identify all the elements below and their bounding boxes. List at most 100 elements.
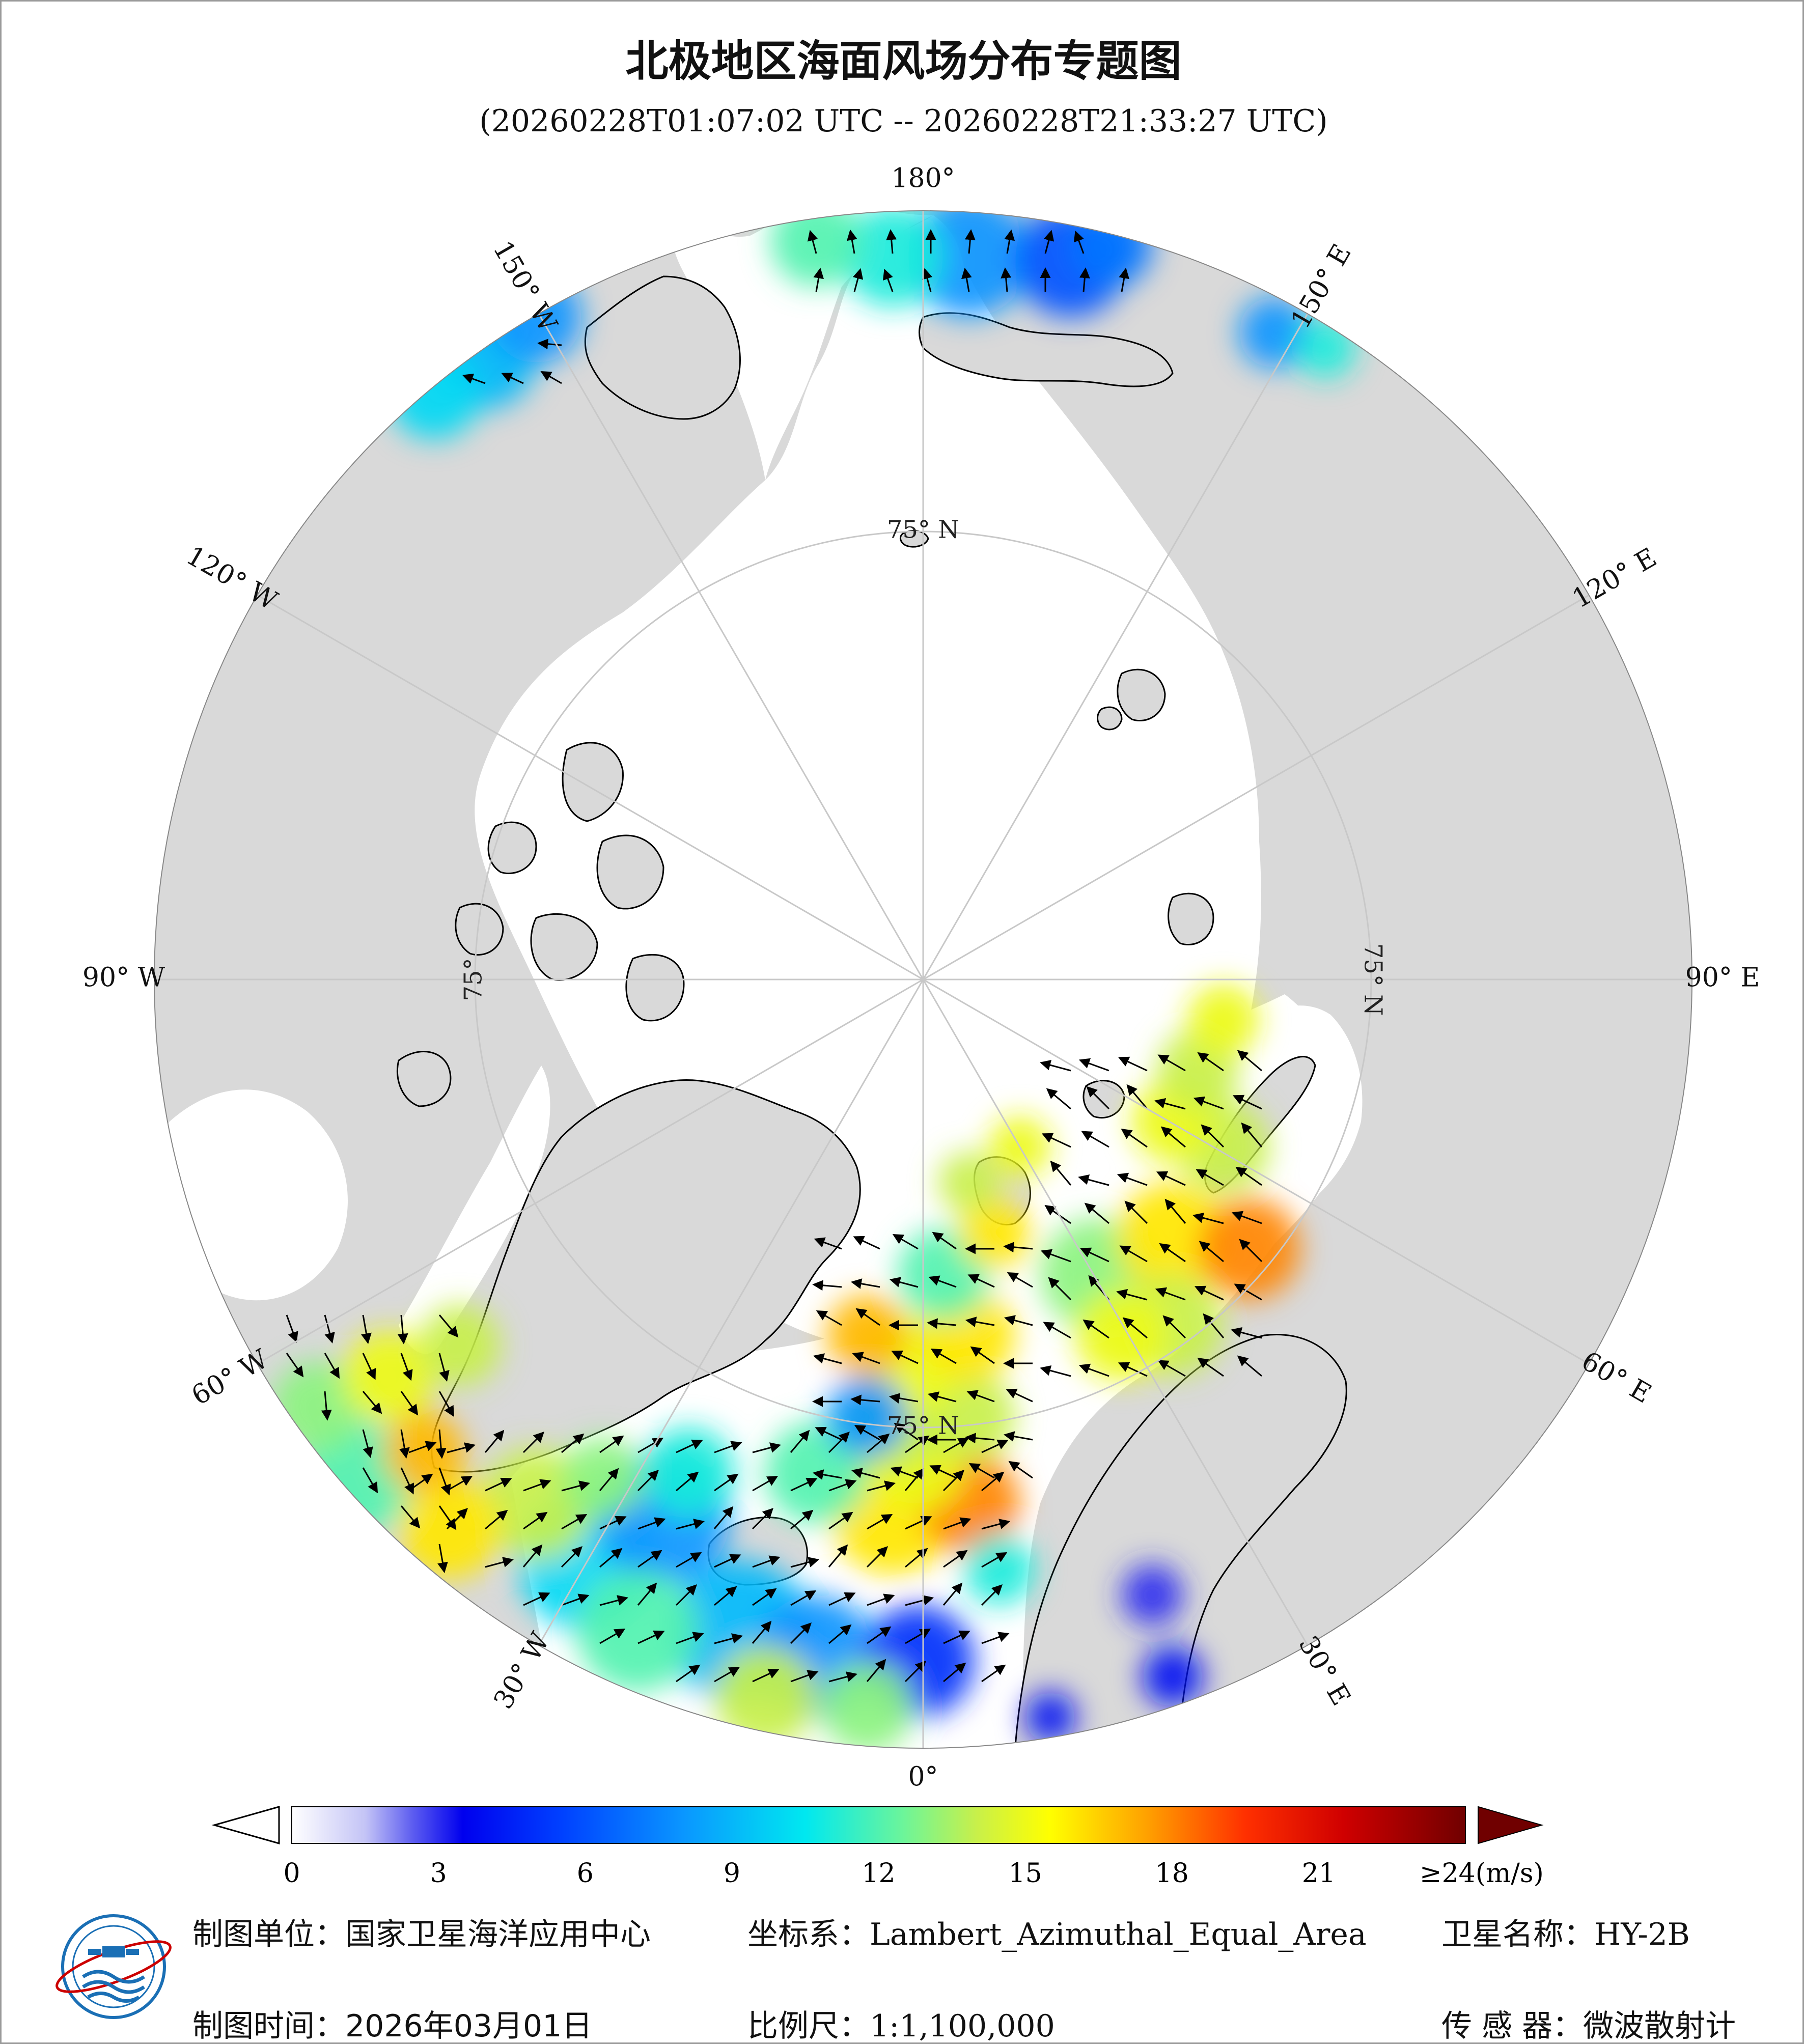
wind-arrow — [1081, 1131, 1109, 1148]
wind-arrow — [537, 339, 562, 350]
wind-arrow — [438, 1467, 451, 1496]
wind-arrow — [637, 1437, 664, 1453]
wind-arrow — [1154, 1098, 1186, 1110]
wind-arrow — [1078, 1058, 1109, 1072]
wind-arrow — [485, 1557, 514, 1568]
wind-arrow — [828, 1671, 858, 1683]
wind-arrow — [1073, 230, 1085, 254]
wind-arrow — [400, 1353, 413, 1381]
wind-arrow — [790, 1670, 819, 1683]
colorbar-tick-label: 18 — [1155, 1858, 1189, 1889]
wind-arrow — [637, 1630, 665, 1644]
wind-arrow — [812, 1280, 842, 1291]
wind-arrow — [867, 1626, 892, 1644]
wind-arrow — [981, 1552, 1008, 1568]
wind-arrow — [286, 1314, 298, 1343]
wind-arrow — [828, 1624, 852, 1644]
coordinate-system-value: Lambert_Azimuthal_Equal_Area — [870, 1917, 1367, 1952]
wind-speed-cell — [826, 1295, 908, 1376]
latitude-label: 75° N — [887, 1412, 959, 1440]
wind-arrow — [1231, 1211, 1262, 1224]
wind-arrow — [599, 1595, 629, 1606]
wind-arrow — [676, 1519, 705, 1530]
wind-arrow — [399, 1429, 410, 1459]
wind-arrow — [484, 1430, 505, 1453]
wind-arrow — [904, 1468, 925, 1491]
wind-arrow — [828, 1431, 850, 1453]
meridian-line — [923, 978, 1590, 1365]
wind-arrow — [599, 1516, 627, 1530]
meridian-line — [923, 594, 1590, 981]
wind-arrow — [1119, 267, 1130, 292]
wind-arrow — [321, 1391, 332, 1421]
wind-arrow — [523, 1511, 548, 1530]
wind-arrow — [1040, 1365, 1071, 1377]
wind-arrow — [1196, 1169, 1224, 1186]
wind-arrow — [397, 1314, 408, 1345]
wind-arrow — [1197, 1052, 1224, 1072]
wind-arrow — [965, 1317, 995, 1327]
longitude-label: 90° W — [82, 963, 165, 993]
wind-arrow — [1241, 1122, 1263, 1147]
wind-arrow — [828, 1479, 857, 1492]
wind-arrow — [905, 1516, 932, 1530]
wind-arrow — [1040, 1249, 1071, 1263]
wind-arrow — [676, 1439, 703, 1453]
wind-arrow — [852, 1352, 880, 1364]
wind-arrow — [892, 1234, 919, 1250]
wind-arrow — [904, 1660, 927, 1683]
wind-arrow — [400, 1467, 414, 1495]
wind-arrow — [523, 1479, 551, 1492]
wind-arrow — [790, 1557, 820, 1568]
wind-arrow — [846, 229, 857, 254]
colorbar-tick-label: 21 — [1302, 1858, 1336, 1889]
wind-arrow — [1086, 1086, 1110, 1110]
wind-arrow — [981, 1664, 1006, 1683]
coordinate-system: 坐标系：Lambert_Azimuthal_Equal_Area — [747, 1910, 1367, 1954]
wind-arrow — [437, 1544, 448, 1574]
wind-arrow — [522, 1431, 545, 1453]
wind-arrow — [1160, 1126, 1186, 1148]
wind-arrow — [891, 1350, 919, 1364]
wind-arrow — [967, 1274, 995, 1288]
meridian-line — [257, 594, 924, 981]
wind-arrow — [981, 1471, 1005, 1492]
wind-speed-cell — [419, 1305, 501, 1386]
wind-arrow — [1155, 1287, 1186, 1301]
colorbar-overflow-triangle — [1478, 1806, 1544, 1844]
wind-arrow — [675, 1584, 698, 1606]
wind-arrow — [1003, 1242, 1033, 1253]
nsoas-logo — [55, 1914, 172, 2019]
wind-arrow — [1078, 1174, 1109, 1186]
wind-arrow — [889, 1277, 919, 1288]
wind-arrow — [905, 1628, 931, 1644]
wind-arrow — [1046, 1088, 1071, 1110]
wind-vectors — [286, 229, 1263, 1683]
wind-speed-cell — [938, 1152, 1000, 1213]
wind-arrow — [867, 1433, 890, 1453]
wind-arrow — [408, 1441, 437, 1453]
map-unit: 制图单位：国家卫星海洋应用中心 — [192, 1910, 651, 1954]
wind-arrow — [828, 1544, 848, 1567]
wind-arrow — [714, 1586, 737, 1606]
sensor-label: 传 感 器： — [1441, 2008, 1584, 2044]
wind-arrow — [485, 1509, 508, 1530]
wind-arrow — [854, 1424, 880, 1441]
map-scale: 比例尺：1:1,100,000 — [747, 2001, 1055, 2042]
wind-arrow — [813, 267, 824, 292]
bering-sea-area — [673, 211, 933, 480]
wind-arrow — [676, 1552, 702, 1568]
wind-arrow — [850, 1394, 880, 1406]
wind-arrow — [561, 1593, 590, 1606]
wind-arrow — [790, 1430, 810, 1453]
map-date-label: 制图时间： — [192, 2008, 345, 2044]
wind-arrow — [1234, 1283, 1262, 1301]
wind-speed-cell — [1188, 984, 1259, 1055]
wind-arrow — [1116, 1289, 1148, 1301]
wind-arrow — [807, 230, 818, 254]
colorbar-tick-label: 3 — [430, 1858, 447, 1889]
wind-arrow — [970, 1346, 995, 1364]
wind-arrow — [1078, 1363, 1109, 1377]
wind-arrow — [905, 1595, 934, 1606]
